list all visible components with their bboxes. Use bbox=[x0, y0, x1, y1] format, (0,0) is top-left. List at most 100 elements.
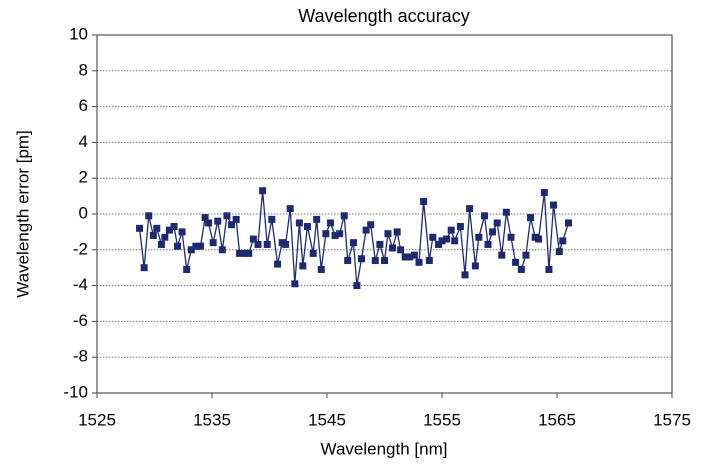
data-marker bbox=[313, 215, 321, 223]
data-marker bbox=[456, 223, 464, 231]
x-tick-label: 1555 bbox=[423, 410, 461, 429]
x-tick-label: 1575 bbox=[653, 410, 691, 429]
data-marker bbox=[451, 237, 459, 245]
y-tick-label: -10 bbox=[63, 382, 88, 401]
data-marker bbox=[493, 219, 501, 227]
y-tick-label: 10 bbox=[69, 24, 88, 43]
data-marker bbox=[326, 219, 334, 227]
data-marker bbox=[309, 249, 317, 257]
data-marker bbox=[153, 224, 161, 232]
data-marker bbox=[140, 264, 148, 272]
data-marker bbox=[410, 251, 418, 259]
data-marker bbox=[358, 255, 365, 263]
y-tick-label: 4 bbox=[79, 132, 88, 151]
data-marker bbox=[161, 233, 169, 241]
data-marker bbox=[145, 212, 153, 220]
data-marker bbox=[295, 219, 303, 227]
y-tick-label: -6 bbox=[73, 311, 88, 330]
data-marker bbox=[183, 265, 191, 273]
data-marker bbox=[170, 223, 178, 231]
data-marker bbox=[249, 235, 257, 243]
data-marker bbox=[174, 242, 181, 250]
data-marker bbox=[371, 257, 379, 265]
data-marker bbox=[545, 265, 553, 273]
data-marker bbox=[165, 226, 173, 234]
data-marker bbox=[461, 271, 469, 279]
data-marker bbox=[381, 257, 388, 265]
data-marker bbox=[331, 231, 339, 239]
data-marker bbox=[259, 187, 267, 195]
data-marker bbox=[435, 240, 443, 248]
plot-frame bbox=[96, 34, 673, 394]
x-tick-label: 1545 bbox=[308, 410, 346, 429]
data-marker bbox=[303, 223, 311, 231]
data-marker bbox=[286, 205, 294, 213]
data-marker bbox=[376, 240, 384, 248]
data-marker bbox=[429, 233, 437, 241]
data-marker bbox=[384, 230, 392, 238]
data-marker bbox=[205, 219, 213, 227]
data-marker bbox=[236, 249, 244, 257]
data-marker bbox=[489, 228, 497, 236]
data-marker bbox=[498, 251, 506, 259]
data-marker bbox=[550, 201, 558, 209]
data-marker bbox=[157, 240, 165, 248]
data-marker bbox=[282, 240, 290, 248]
data-marker bbox=[471, 262, 479, 270]
data-marker bbox=[522, 251, 530, 259]
data-marker bbox=[214, 217, 222, 225]
data-marker bbox=[291, 280, 299, 288]
data-marker bbox=[425, 257, 433, 265]
data-marker bbox=[344, 257, 352, 265]
grid: -10 -8 -6 -4 -2 0 2 4 6 8 10 1525 1535 1545 1555 1565 15… bbox=[63, 24, 690, 429]
data-marker bbox=[274, 260, 282, 268]
data-marker bbox=[466, 205, 474, 213]
y-tick-label: -8 bbox=[73, 347, 88, 366]
y-tick-label: -4 bbox=[73, 275, 88, 294]
data-marker bbox=[555, 248, 563, 256]
x-tick-label: 1565 bbox=[538, 410, 576, 429]
data-marker bbox=[263, 240, 271, 248]
data-marker bbox=[336, 230, 344, 238]
data-marker bbox=[475, 233, 483, 241]
data-marker bbox=[502, 208, 510, 216]
data-marker bbox=[187, 246, 195, 254]
data-marker bbox=[415, 258, 423, 266]
data-marker bbox=[367, 221, 375, 229]
data-marker bbox=[535, 235, 543, 243]
data-marker bbox=[209, 239, 217, 247]
data-marker bbox=[349, 239, 357, 247]
y-tick-label: 6 bbox=[79, 96, 88, 115]
data-marker bbox=[136, 224, 144, 232]
data-marker bbox=[197, 242, 204, 250]
data-marker bbox=[228, 221, 236, 229]
data-marker bbox=[406, 253, 414, 261]
data-marker bbox=[149, 231, 157, 239]
data-marker bbox=[353, 282, 361, 290]
data-marker bbox=[565, 219, 572, 227]
data-marker bbox=[443, 235, 451, 243]
data-marker bbox=[517, 265, 525, 273]
data-marker bbox=[218, 246, 226, 254]
y-tick-label: 0 bbox=[79, 203, 88, 222]
data-marker bbox=[299, 262, 307, 270]
data-marker bbox=[245, 249, 253, 257]
data-marker bbox=[438, 237, 446, 245]
x-tick-label: 1525 bbox=[78, 410, 116, 429]
x-tick-label: 1535 bbox=[193, 410, 231, 429]
x-axis-label: Wavelength [nm] bbox=[321, 439, 448, 458]
data-marker bbox=[420, 197, 428, 205]
y-tick-label: 8 bbox=[79, 60, 88, 79]
data-marker bbox=[192, 242, 200, 250]
data-marker bbox=[268, 215, 276, 223]
data-marker bbox=[254, 240, 262, 248]
data-marker bbox=[540, 189, 548, 197]
data-marker bbox=[481, 212, 489, 220]
data-marker bbox=[507, 233, 515, 241]
data-marker bbox=[559, 237, 567, 245]
chart-title: Wavelength accuracy bbox=[298, 6, 469, 26]
data-marker bbox=[201, 214, 209, 222]
